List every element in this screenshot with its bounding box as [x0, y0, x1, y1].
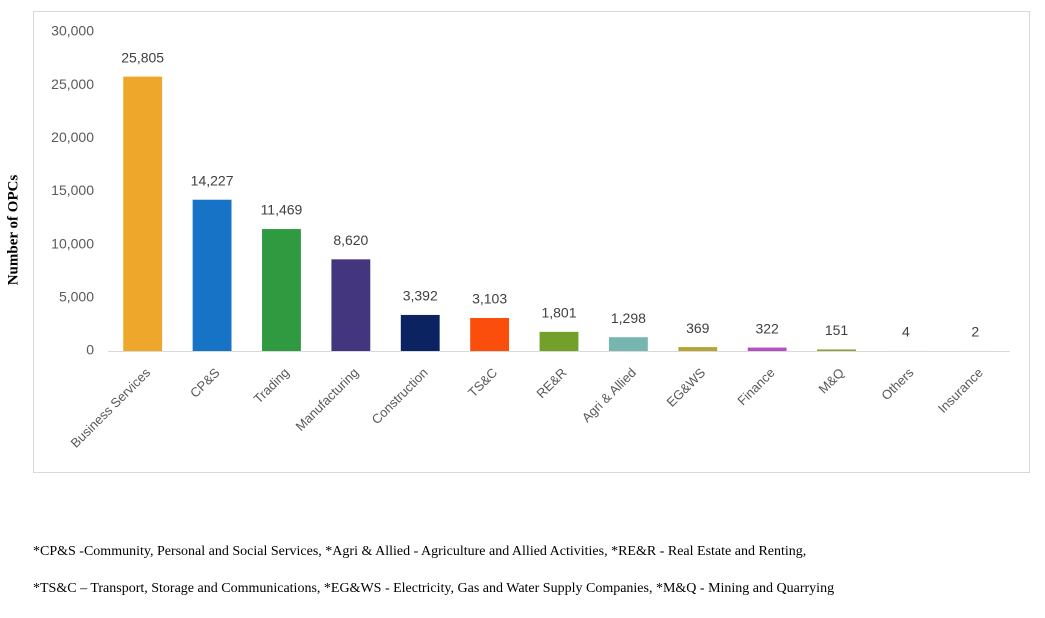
bar: [678, 347, 717, 351]
y-tick-label: 30,000: [51, 23, 94, 39]
data-label: 4: [902, 324, 910, 340]
bar: [401, 315, 440, 351]
footnote: *TS&C – Transport, Storage and Communica…: [33, 581, 834, 596]
y-tick-label: 25,000: [51, 76, 94, 92]
bar: [540, 332, 579, 351]
data-label: 151: [825, 322, 849, 338]
data-label: 14,227: [191, 172, 234, 188]
bar: [193, 200, 232, 351]
data-label: 369: [686, 320, 710, 336]
bar: [748, 348, 787, 351]
data-label: 3,392: [403, 288, 438, 304]
data-label: 1,801: [541, 305, 576, 321]
bar: [609, 337, 648, 351]
chart-frame: [34, 12, 1030, 473]
footnote: *CP&S -Community, Personal and Social Se…: [33, 544, 806, 559]
data-label: 8,620: [333, 232, 368, 248]
y-tick-label: 0: [86, 342, 94, 358]
data-label: 322: [755, 320, 779, 336]
bar: [262, 229, 301, 351]
data-label: 1,298: [611, 310, 646, 326]
data-label: 3,103: [472, 291, 507, 307]
data-label: 11,469: [261, 202, 303, 218]
y-tick-label: 15,000: [51, 182, 94, 198]
data-label: 25,805: [121, 49, 164, 65]
bar: [817, 349, 856, 351]
y-tick-label: 10,000: [51, 235, 94, 251]
bar: [331, 259, 370, 351]
y-tick-label: 20,000: [51, 129, 94, 145]
y-tick-label: 5,000: [59, 289, 94, 305]
data-label: 2: [971, 324, 979, 340]
bar: [470, 318, 509, 351]
y-axis-label: Number of OPCs: [5, 175, 21, 286]
bar: [123, 77, 162, 351]
